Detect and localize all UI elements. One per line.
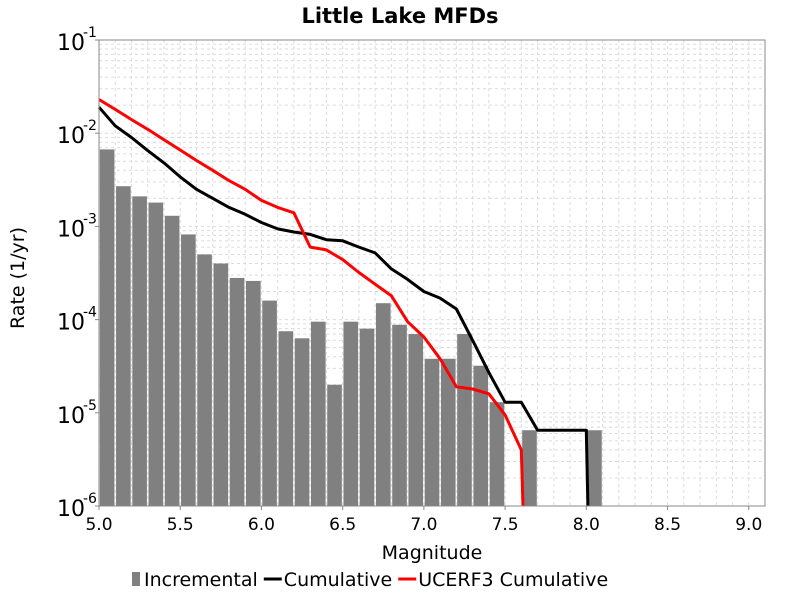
incremental-bar: [164, 215, 180, 506]
y-tick-exponent: -3: [83, 211, 97, 227]
incremental-bar: [359, 328, 375, 506]
y-axis-ticks: 10-110-210-310-410-510-6: [57, 25, 99, 522]
x-tick-label: 7.5: [492, 515, 519, 535]
legend-label: Cumulative: [284, 569, 392, 591]
ucerf3-cumulative-line: [98, 98, 525, 507]
y-tick-base: 10: [57, 217, 85, 242]
cumulative-line: [97, 106, 590, 507]
y-tick-label: 10-2: [57, 118, 97, 149]
x-axis-label: Magnitude: [382, 542, 483, 564]
legend: Incremental Cumulative UCERF3 Cumulative: [132, 569, 608, 591]
legend-ucerf3-cumulative: UCERF3 Cumulative: [398, 569, 608, 591]
incremental-bar: [132, 196, 147, 507]
incremental-bar: [392, 324, 407, 506]
x-tick-label: 5.0: [85, 515, 112, 535]
x-tick-label: 7.0: [410, 515, 437, 535]
x-tick-label: 9.0: [735, 515, 762, 535]
y-tick-base: 10: [57, 497, 85, 522]
incremental-bar: [213, 263, 229, 506]
y-tick-exponent: -2: [83, 118, 97, 134]
incremental-bar: [148, 202, 164, 507]
y-tick-base: 10: [57, 404, 85, 429]
incremental-bar: [229, 277, 245, 506]
y-tick-base: 10: [57, 31, 85, 56]
incremental-bar: [99, 149, 115, 506]
y-tick-base: 10: [57, 124, 85, 149]
incremental-bar: [343, 321, 359, 506]
incremental-bar: [327, 384, 342, 506]
x-axis-ticks: 5.0 5.5 6.0 6.5 7.0 7.5 8.0 8.5 9.0: [85, 506, 762, 535]
incremental-bar: [310, 321, 326, 506]
legend-label: UCERF3 Cumulative: [418, 569, 608, 591]
incremental-bar: [424, 358, 440, 506]
y-tick-exponent: -5: [83, 398, 97, 414]
x-tick-label: 6.0: [248, 515, 275, 535]
legend-incremental: Incremental: [132, 569, 258, 591]
legend-label: Incremental: [144, 569, 258, 591]
x-tick-label: 8.0: [573, 515, 600, 535]
y-tick-label: 10-1: [57, 25, 97, 56]
incremental-bar: [522, 430, 537, 506]
y-tick-base: 10: [57, 311, 85, 336]
incremental-bar: [587, 430, 602, 506]
y-tick-label: 10-4: [57, 305, 97, 336]
chart-title: Little Lake MFDs: [301, 4, 498, 28]
incremental-bar: [294, 338, 310, 506]
cumulative-lines: [97, 98, 590, 507]
plot-border: [98, 39, 766, 507]
incremental-bar: [116, 186, 131, 506]
y-tick-label: 10-3: [57, 211, 97, 242]
incremental-bar: [408, 334, 424, 506]
x-tick-label: 8.5: [654, 515, 681, 535]
y-tick-label: 10-6: [57, 491, 97, 522]
incremental-bar: [375, 303, 391, 506]
incremental-bars: [99, 149, 602, 507]
incremental-bar: [278, 331, 294, 506]
y-tick-label: 10-5: [57, 398, 97, 429]
legend-cumulative: Cumulative: [263, 569, 392, 591]
x-tick-label: 5.5: [167, 515, 194, 535]
incremental-bar: [440, 358, 456, 506]
incremental-bar: [181, 234, 196, 506]
y-tick-exponent: -6: [83, 491, 97, 507]
incremental-bar: [457, 334, 472, 506]
y-tick-exponent: -4: [83, 305, 97, 321]
x-tick-label: 6.5: [329, 515, 356, 535]
incremental-bar: [197, 254, 212, 506]
legend-swatch: [132, 572, 140, 586]
incremental-bar: [489, 402, 505, 506]
incremental-bar: [473, 365, 489, 506]
y-axis-label: Rate (1/yr): [7, 227, 29, 329]
incremental-bar: [246, 280, 261, 506]
incremental-bar: [262, 300, 277, 506]
plot-area: [97, 39, 766, 507]
y-tick-exponent: -1: [83, 25, 97, 41]
